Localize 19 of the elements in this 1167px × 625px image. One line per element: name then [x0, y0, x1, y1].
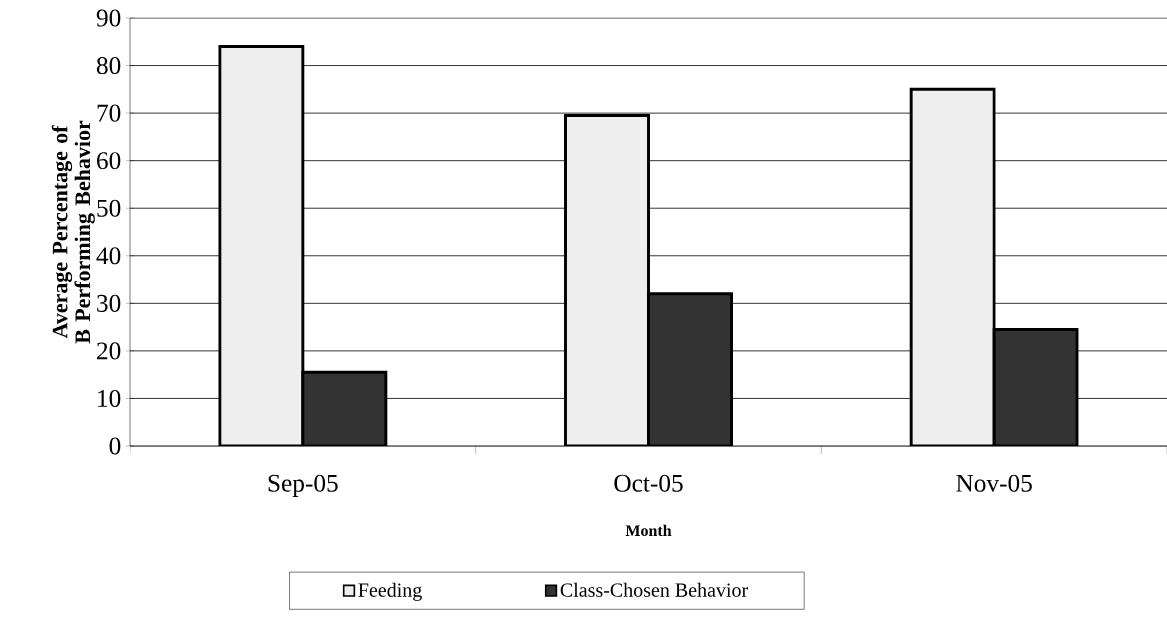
x-tick-label: Oct-05: [614, 474, 683, 492]
y-tick-label: 50: [97, 199, 121, 217]
bar: [647, 292, 733, 446]
y-tick-label: 90: [96, 9, 121, 27]
bar: [564, 114, 650, 446]
y-tick-label: 70: [97, 104, 121, 122]
x-tick-label: Sep-05: [268, 474, 338, 497]
y-tick-label: 60: [97, 152, 121, 170]
y-tick-label: 40: [96, 247, 121, 265]
x-tick-label: Nov-05: [956, 474, 1032, 492]
y-tick-label: 20: [97, 342, 121, 360]
y-tick-label: 0: [109, 437, 121, 455]
y-axis-title: Average Percentage of B Performing Behavior: [51, 120, 95, 344]
legend-label: Class-Chosen Behavior: [560, 582, 748, 597]
legend-label: Feeding: [358, 582, 422, 601]
y-tick-label: 80: [96, 57, 121, 75]
x-axis-title: Month: [625, 524, 672, 537]
y-tick-label: 30: [97, 294, 121, 312]
y-tick-label: 10: [98, 389, 121, 407]
